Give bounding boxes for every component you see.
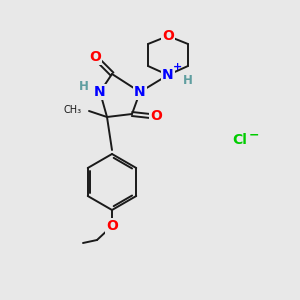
Text: O: O — [106, 219, 118, 233]
Text: N: N — [162, 68, 174, 82]
Text: N: N — [134, 85, 146, 99]
Text: O: O — [162, 29, 174, 43]
Text: CH₃: CH₃ — [64, 105, 82, 115]
Text: O: O — [150, 109, 162, 123]
Text: N: N — [94, 85, 106, 99]
Text: O: O — [89, 50, 101, 64]
Text: H: H — [79, 80, 89, 94]
Text: −: − — [249, 128, 259, 142]
Text: +: + — [172, 62, 182, 72]
Text: Cl: Cl — [232, 133, 247, 147]
Text: H: H — [183, 74, 193, 86]
